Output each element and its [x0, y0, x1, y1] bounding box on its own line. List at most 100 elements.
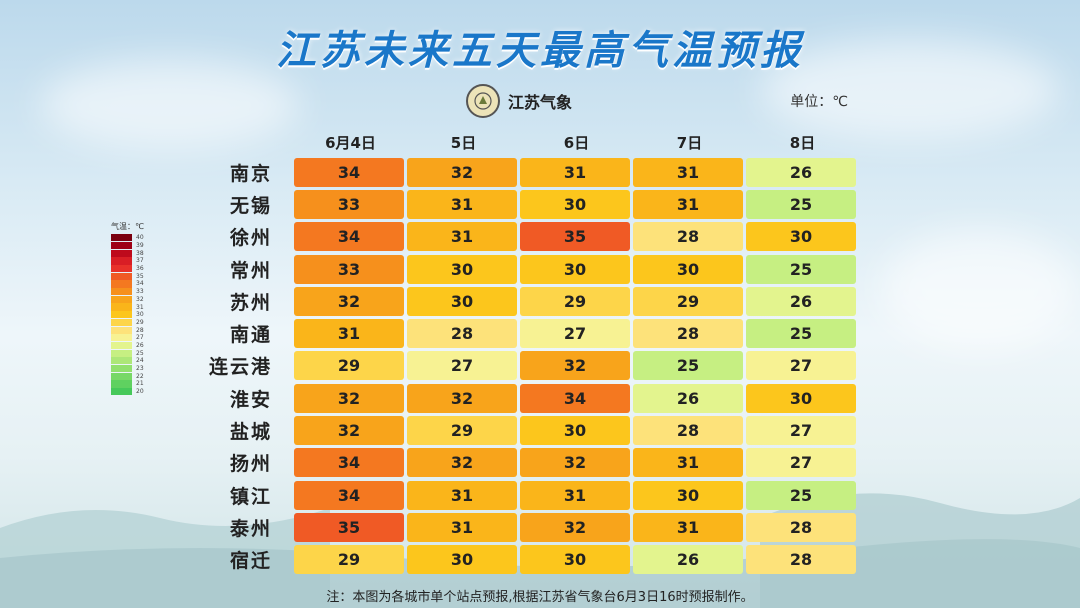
legend-label: 38	[136, 249, 144, 257]
temperature-cell: 31	[294, 319, 404, 349]
city-name: 盐城	[229, 421, 272, 444]
temperature-cell: 25	[746, 480, 856, 510]
unit-label: 单位：℃	[790, 94, 848, 110]
forecast-table: 6月4日 5日 6日 7日 8日 南京 34 32 31 31 26 无锡 33 31 30 31 25 徐州 3…	[200, 128, 859, 576]
legend-label: 35	[136, 272, 144, 280]
temperature-cell: 30	[520, 254, 630, 284]
temperature-cell: 27	[520, 319, 630, 349]
date-header: 6日	[563, 133, 590, 152]
date-header-row: 6月4日 5日 6日 7日 8日	[200, 128, 859, 156]
city-row: 淮安 32 32 34 26 30	[200, 382, 859, 414]
background-cloud	[760, 40, 1060, 140]
legend-level: 31	[111, 303, 171, 311]
legend-swatch	[111, 257, 132, 265]
city-name: 连云港	[208, 356, 272, 379]
legend-swatch	[111, 249, 132, 257]
city-row: 镇江 34 31 31 30 25	[200, 479, 859, 511]
temperature-legend: 气温：℃ 40 39 38 37 36 35 34 33 32 31 30 29 28 27 26 25 24 2…	[111, 221, 171, 396]
legend-label: 37	[136, 257, 144, 265]
legend-swatch	[111, 334, 132, 342]
temperature-cell: 29	[407, 416, 517, 446]
temperature-cell: 29	[520, 286, 630, 316]
city-name: 徐州	[229, 227, 272, 250]
legend-label: 40	[136, 234, 144, 242]
temperature-cell: 32	[407, 383, 517, 413]
legend-swatch	[111, 341, 132, 350]
legend-swatch	[111, 288, 132, 296]
temperature-cell: 31	[520, 157, 630, 187]
legend-swatch	[111, 280, 132, 288]
date-header: 5日	[450, 133, 477, 152]
background-cloud	[880, 230, 1080, 350]
date-header: 6月4日	[325, 133, 376, 152]
city-name: 南京	[229, 162, 272, 185]
temperature-cell: 31	[407, 480, 517, 510]
legend-level: 32	[111, 295, 171, 304]
temperature-cell: 28	[746, 545, 856, 575]
temperature-cell: 32	[520, 512, 630, 542]
legend-label: 24	[136, 357, 144, 365]
temperature-cell: 32	[294, 416, 404, 446]
temperature-cell: 25	[633, 351, 743, 381]
temperature-cell: 31	[633, 512, 743, 542]
legend-swatch	[111, 326, 132, 334]
temperature-cell: 34	[294, 448, 404, 478]
temperature-cell: 31	[407, 189, 517, 219]
legend-level: 35	[111, 272, 171, 280]
legend-level: 34	[111, 280, 171, 288]
temperature-cell: 27	[746, 416, 856, 446]
legend-label: 22	[136, 372, 144, 380]
temperature-cell: 34	[294, 222, 404, 252]
legend-swatch	[111, 272, 132, 280]
temperature-cell: 30	[407, 254, 517, 284]
temperature-cell: 33	[294, 189, 404, 219]
city-name: 镇江	[229, 485, 272, 508]
temperature-cell: 31	[407, 512, 517, 542]
legend-label: 23	[136, 365, 144, 373]
legend-level: 29	[111, 318, 171, 327]
temperature-cell: 30	[520, 416, 630, 446]
city-row: 南通 31 28 27 28 25	[200, 317, 859, 349]
legend-label: 36	[136, 265, 144, 273]
temperature-cell: 29	[294, 545, 404, 575]
legend-level: 25	[111, 349, 171, 357]
legend-title: 气温：℃	[111, 222, 144, 231]
temperature-cell: 31	[633, 157, 743, 187]
temperature-cell: 34	[294, 157, 404, 187]
temperature-cell: 30	[633, 254, 743, 284]
city-name: 南通	[229, 324, 272, 347]
temperature-cell: 28	[746, 512, 856, 542]
legend-level: 23	[111, 364, 171, 373]
legend-level: 40	[111, 234, 171, 242]
temperature-cell: 27	[407, 351, 517, 381]
logo: 江苏气象	[466, 84, 572, 118]
temperature-cell: 30	[407, 545, 517, 575]
city-name: 常州	[229, 259, 272, 282]
temperature-cell: 32	[407, 157, 517, 187]
temperature-cell: 30	[520, 545, 630, 575]
date-header: 7日	[676, 133, 703, 152]
date-header: 8日	[789, 133, 816, 152]
legend-label: 29	[136, 318, 144, 326]
temperature-cell: 28	[633, 319, 743, 349]
legend-label: 27	[136, 334, 144, 342]
temperature-cell: 29	[633, 286, 743, 316]
legend-swatch	[111, 388, 132, 396]
legend-swatch	[111, 234, 132, 242]
city-row: 泰州 35 31 32 31 28	[200, 511, 859, 543]
legend-swatch	[111, 349, 132, 357]
city-name: 宿迁	[229, 550, 272, 573]
temperature-cell: 27	[746, 351, 856, 381]
city-row: 盐城 32 29 30 28 27	[200, 414, 859, 446]
legend-label: 30	[136, 311, 144, 319]
temperature-cell: 32	[294, 286, 404, 316]
temperature-cell: 29	[294, 351, 404, 381]
temperature-cell: 32	[520, 448, 630, 478]
city-name: 无锡	[229, 194, 272, 217]
legend-level: 20	[111, 388, 171, 396]
city-row: 常州 33 30 30 30 25	[200, 253, 859, 285]
temperature-cell: 33	[294, 254, 404, 284]
temperature-cell: 25	[746, 254, 856, 284]
weather-emblem-icon	[466, 84, 500, 118]
city-row: 连云港 29 27 32 25 27	[200, 350, 859, 382]
